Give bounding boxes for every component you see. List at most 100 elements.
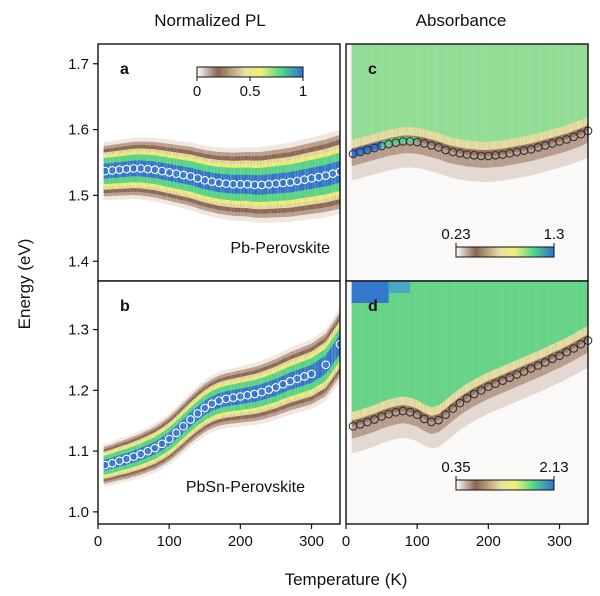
heatmap-cell <box>135 449 138 462</box>
heatmap-cell <box>467 44 470 141</box>
heatmap-cell <box>206 171 209 190</box>
heatmap-cell <box>491 281 494 371</box>
heatmap-cell <box>472 44 475 141</box>
heatmap-cell <box>572 281 575 335</box>
heatmap-cell <box>532 44 535 135</box>
heatmap-cell <box>414 141 417 168</box>
heatmap-cell <box>545 44 548 131</box>
heatmap-cell <box>452 44 455 138</box>
heatmap-cell <box>519 44 522 138</box>
data-point <box>207 399 217 409</box>
heatmap-cell <box>109 163 112 179</box>
heatmap-cell <box>579 44 582 121</box>
heatmap-cell <box>330 163 333 186</box>
heatmap-cell <box>106 459 109 471</box>
heatmap-cell <box>512 152 515 165</box>
heatmap-cell <box>377 281 380 404</box>
heatmap-cell <box>583 44 586 119</box>
colorbar-tick-label: 2.13 <box>539 459 568 476</box>
heatmap-cell <box>459 402 462 415</box>
heatmap-cell <box>568 44 571 125</box>
heatmap-cell <box>468 281 471 383</box>
heatmap-cell <box>523 371 526 384</box>
heatmap-cell <box>501 380 504 394</box>
heatmap-cell <box>385 414 388 427</box>
heatmap-cell <box>371 44 374 135</box>
heatmap-cell <box>368 144 371 153</box>
heatmap-cell <box>163 435 166 449</box>
heatmap-cell <box>536 365 539 378</box>
heatmap-cell <box>370 149 373 176</box>
heatmap-cell <box>575 347 578 374</box>
heatmap-cell <box>549 359 552 387</box>
heatmap-cell <box>112 162 115 178</box>
heatmap-cell <box>147 444 150 457</box>
heatmap-cell <box>415 414 418 442</box>
heatmap-cell <box>123 453 126 466</box>
heatmap-cell <box>491 385 494 398</box>
heatmap-cell <box>531 281 534 354</box>
heatmap-cell <box>355 44 358 139</box>
heatmap-cell <box>370 281 373 407</box>
heatmap-cell <box>431 421 434 449</box>
heatmap-cell <box>174 426 177 441</box>
heatmap-cell <box>244 387 247 404</box>
heatmap-cell <box>383 44 386 132</box>
heatmap-cell <box>435 420 438 448</box>
heatmap-cell <box>322 357 325 376</box>
heatmap-cell <box>548 144 551 171</box>
heatmap-cell <box>550 281 554 345</box>
heatmap-cell <box>523 150 526 177</box>
heatmap-cell <box>518 44 521 138</box>
heatmap-cell <box>331 163 334 185</box>
heatmap-cell <box>542 363 545 391</box>
heatmap-cell <box>545 362 548 375</box>
heatmap-cell <box>459 44 462 140</box>
heatmap-cell <box>381 141 384 148</box>
col-title-pl: Normalized PL <box>154 11 266 30</box>
heatmap-cell <box>515 152 518 164</box>
heatmap-cell <box>408 412 411 425</box>
heatmap-cell <box>392 138 395 145</box>
heatmap-cell <box>505 379 508 392</box>
heatmap-c <box>346 44 588 281</box>
data-point <box>307 369 316 379</box>
heatmap-cell <box>357 147 360 156</box>
heatmap-cell <box>465 398 468 411</box>
heatmap-cell <box>116 162 119 178</box>
heatmap-cell <box>373 148 376 175</box>
heatmap-cell <box>312 363 315 382</box>
heatmap-cell <box>380 281 383 403</box>
heatmap-cell <box>435 281 438 407</box>
heatmap-cell <box>315 361 318 380</box>
heatmap-cell <box>368 44 371 136</box>
heatmap-cell <box>506 153 509 166</box>
heatmap-cell <box>526 281 529 356</box>
heatmap-cell <box>563 353 566 366</box>
heatmap-cell <box>437 44 440 133</box>
heatmap-cell <box>485 155 488 168</box>
heatmap-cell <box>585 131 588 158</box>
heatmap-cell <box>555 357 558 370</box>
heatmap-cell <box>401 411 404 438</box>
heatmap-cell <box>575 136 578 163</box>
heatmap-cell <box>492 155 495 168</box>
heatmap-cell <box>481 281 484 376</box>
heatmap-cell <box>395 281 398 398</box>
heatmap-cell <box>432 421 435 434</box>
heatmap-cell <box>194 408 197 423</box>
heatmap-cell <box>380 44 383 133</box>
data-point <box>412 410 422 420</box>
heatmap-cell <box>536 365 539 393</box>
heatmap-cell <box>230 174 233 194</box>
heatmap-cell <box>374 147 377 160</box>
heatmap-cell <box>552 281 555 344</box>
heatmap-cell <box>563 281 566 339</box>
heatmap-cell <box>526 369 529 397</box>
heatmap-cell <box>427 420 430 448</box>
heatmap-cell <box>467 281 470 384</box>
heatmap-cell <box>237 389 240 405</box>
heatmap-cell <box>385 414 388 442</box>
heatmap-cell <box>284 172 287 193</box>
heatmap-cell <box>488 281 491 372</box>
